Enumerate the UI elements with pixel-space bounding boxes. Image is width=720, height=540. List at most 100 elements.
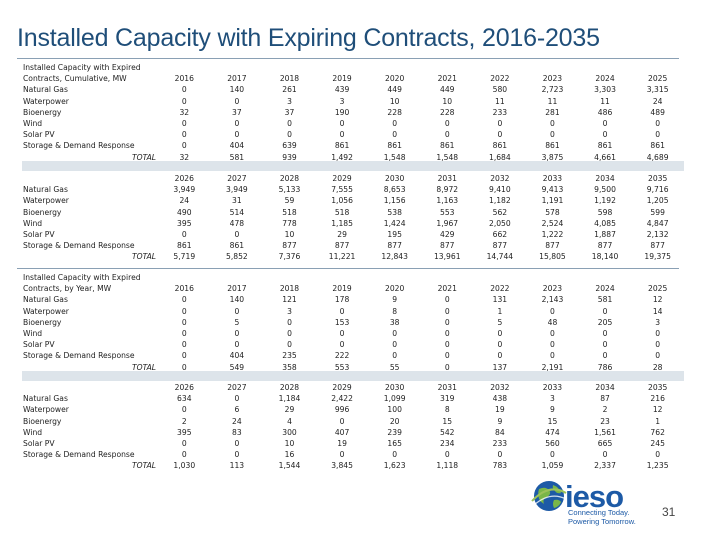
value-cell: 490 bbox=[177, 207, 192, 217]
value-cell: 518 bbox=[334, 207, 350, 217]
value-cell: 9 bbox=[550, 405, 555, 415]
value-cell: 474 bbox=[545, 427, 560, 437]
year-header-cell: 2024 bbox=[595, 284, 615, 294]
total-cell: 1,059 bbox=[541, 461, 564, 471]
value-cell: 778 bbox=[282, 218, 297, 228]
value-cell: 3 bbox=[550, 394, 555, 404]
section-divider bbox=[17, 268, 679, 269]
value-cell: 0 bbox=[181, 119, 187, 129]
year-header-cell: 2019 bbox=[332, 74, 352, 84]
total-cell: 1,030 bbox=[173, 461, 196, 471]
table-heading: Installed Capacity with Expired bbox=[23, 273, 141, 282]
table-separator bbox=[22, 161, 684, 171]
table-row: Waterpower 24 31 59 1,056 1,156 1,163 1,182 1,19… bbox=[22, 195, 684, 206]
brand-name: ieso bbox=[565, 479, 624, 514]
value-cell: 190 bbox=[334, 107, 350, 117]
value-cell: 578 bbox=[545, 207, 560, 217]
value-cell: 15 bbox=[442, 416, 453, 426]
value-cell: 195 bbox=[387, 230, 402, 240]
value-cell: 634 bbox=[177, 394, 192, 404]
value-cell: 0 bbox=[655, 119, 661, 129]
year-header-cell: 2034 bbox=[595, 174, 615, 183]
value-cell: 239 bbox=[387, 427, 402, 437]
value-cell: 20 bbox=[389, 416, 400, 426]
year-header-cell: 2033 bbox=[542, 174, 563, 183]
value-cell: 0 bbox=[234, 394, 240, 404]
value-cell: 140 bbox=[229, 85, 245, 95]
year-header-cell: 2026 bbox=[174, 174, 194, 183]
table-row: Solar PV 0 0 0 0 0 0 0 0 0 0 bbox=[22, 129, 684, 140]
row-label: Storage & Demand Response bbox=[23, 351, 135, 361]
value-cell: 261 bbox=[282, 85, 297, 95]
value-cell: 3 bbox=[287, 306, 292, 316]
table-row: Waterpower 0 6 29 996 100 8 19 9 2 12 bbox=[22, 404, 684, 415]
year-header-cell: 2020 bbox=[385, 74, 405, 84]
total-cell: 939 bbox=[282, 152, 297, 162]
value-cell: 877 bbox=[334, 241, 350, 251]
value-cell: 449 bbox=[440, 85, 455, 95]
value-cell: 0 bbox=[287, 340, 292, 350]
table-row: Storage & Demand Response 861 861 877 877 877… bbox=[22, 240, 684, 251]
total-row: TOTAL 5,719 5,852 7,376 11,221 12,843 13,961 14… bbox=[22, 251, 684, 262]
year-header-cell: 2028 bbox=[279, 174, 300, 183]
row-label: Solar PV bbox=[23, 230, 55, 240]
total-label: TOTAL bbox=[132, 152, 156, 162]
value-cell: 1,156 bbox=[383, 196, 406, 206]
value-cell: 0 bbox=[550, 450, 555, 460]
table-row: Natural Gas 0 140 261 439 449 449 580 2,723 3,303… bbox=[22, 84, 684, 95]
total-cell: 1,684 bbox=[488, 152, 511, 162]
value-cell: 3,303 bbox=[594, 85, 616, 95]
value-cell: 1,182 bbox=[488, 196, 511, 206]
value-cell: 0 bbox=[234, 439, 240, 449]
year-header-row: Contracts, by Year, MW 2016 2017 2018 2019 20… bbox=[22, 283, 684, 294]
year-header-cell: 2032 bbox=[490, 174, 510, 183]
total-cell: 786 bbox=[597, 362, 613, 372]
value-cell: 1,192 bbox=[594, 196, 616, 206]
row-label: Waterpower bbox=[23, 405, 69, 415]
value-cell: 877 bbox=[440, 241, 455, 251]
year-header-cell: 2021 bbox=[437, 74, 457, 84]
year-header-cell: 2021 bbox=[437, 284, 457, 294]
value-cell: 37 bbox=[232, 107, 242, 117]
value-cell: 0 bbox=[181, 405, 187, 415]
by-year-table-2016-2025: Installed Capacity with Expired Contracts… bbox=[22, 272, 684, 373]
total-row: TOTAL 1,030 113 1,544 3,845 1,623 1,118 783 1,05… bbox=[22, 460, 684, 471]
row-label: Natural Gas bbox=[23, 394, 68, 404]
empty-cell bbox=[421, 62, 474, 73]
value-cell: 0 bbox=[181, 141, 187, 151]
value-cell: 0 bbox=[181, 329, 187, 339]
value-cell: 1,561 bbox=[594, 427, 616, 437]
total-cell: 358 bbox=[282, 362, 297, 372]
value-cell: 861 bbox=[177, 241, 192, 251]
total-cell: 2,191 bbox=[541, 362, 564, 372]
year-header-cell: 2030 bbox=[385, 383, 405, 392]
value-cell: 0 bbox=[497, 329, 503, 339]
value-cell: 665 bbox=[597, 439, 613, 449]
value-cell: 8,972 bbox=[436, 185, 459, 195]
value-cell: 861 bbox=[650, 141, 665, 151]
total-cell: 18,140 bbox=[591, 252, 619, 262]
value-cell: 877 bbox=[597, 241, 613, 251]
value-cell: 877 bbox=[492, 241, 508, 251]
value-cell: 996 bbox=[334, 405, 350, 415]
value-cell: 83 bbox=[232, 427, 242, 437]
value-cell: 0 bbox=[234, 306, 240, 316]
value-cell: 4 bbox=[287, 416, 292, 426]
value-cell: 877 bbox=[650, 241, 665, 251]
value-cell: 1,967 bbox=[436, 218, 459, 228]
value-cell: 5,133 bbox=[278, 185, 301, 195]
cumulative-table-2026-2035: 2026 2027 2028 2029 2030 2031 2032 2033 2034 2035… bbox=[22, 173, 684, 263]
value-cell: 581 bbox=[597, 295, 613, 305]
total-cell: 113 bbox=[229, 461, 245, 471]
table-heading-row: Installed Capacity with Expired bbox=[22, 272, 684, 283]
year-header-cell: 2034 bbox=[595, 383, 615, 392]
value-cell: 8,653 bbox=[383, 185, 406, 195]
empty-cell bbox=[158, 272, 211, 283]
value-cell: 2,422 bbox=[331, 394, 353, 404]
total-cell: 3,875 bbox=[541, 152, 564, 162]
value-cell: 0 bbox=[181, 230, 187, 240]
value-cell: 0 bbox=[181, 130, 187, 140]
value-cell: 9,500 bbox=[594, 185, 616, 195]
value-cell: 9,413 bbox=[541, 185, 564, 195]
row-label: Solar PV bbox=[23, 439, 55, 449]
